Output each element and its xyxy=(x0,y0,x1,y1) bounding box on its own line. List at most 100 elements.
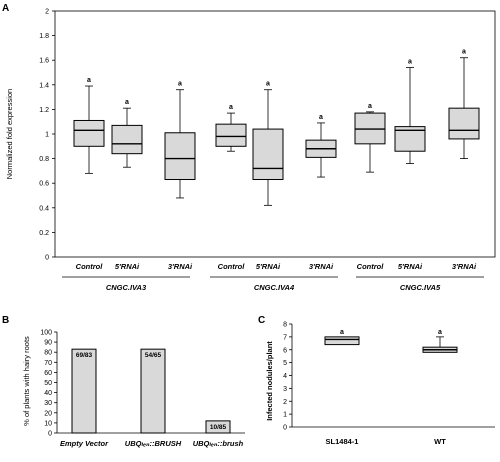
y-tick-label: 0.4 xyxy=(39,205,49,212)
significance-letter: a xyxy=(368,103,372,110)
y-tick-label: 90 xyxy=(44,340,52,347)
panel-a-boxes: a a a a a a a a a xyxy=(73,49,480,206)
y-tick-label: 80 xyxy=(44,350,52,357)
category-label: UBQₗₑₙ::BRUSH xyxy=(125,439,182,448)
y-tick-label: 3 xyxy=(283,386,287,393)
significance-letter: a xyxy=(408,59,412,66)
panel-b-categories: Empty Vector UBQₗₑₙ::BRUSH UBQₗₑₙ::brush xyxy=(60,439,244,448)
y-tick-label: 0.8 xyxy=(39,156,49,163)
significance-letter: a xyxy=(125,99,129,106)
category-label: Control xyxy=(76,262,104,271)
bar-annotation: 10/85 xyxy=(210,424,227,431)
y-tick-label: 0 xyxy=(283,425,287,432)
panel-b-bar-chart: B % of plants with hairy roots 0 10 20 30 40… xyxy=(2,315,245,448)
significance-letter: a xyxy=(340,329,344,336)
category-label: 3'RNAi xyxy=(168,262,193,271)
y-tick-label: 4 xyxy=(283,373,287,380)
category-label: 5'RNAi xyxy=(398,262,423,271)
box-6: a xyxy=(354,103,386,173)
box-0: a xyxy=(324,329,360,346)
y-tick-label: 1.6 xyxy=(39,58,49,65)
bar-annotation: 54/65 xyxy=(145,352,162,359)
y-tick-label: 0.2 xyxy=(39,230,49,237)
y-tick-label: 1.4 xyxy=(39,82,49,89)
box-iqr xyxy=(215,123,247,147)
panel-a-y-ticks: 0 0.2 0.4 0.6 0.8 1 1.2 1.4 1.6 1.8 2 xyxy=(39,9,55,262)
significance-letter: a xyxy=(319,114,323,121)
panel-b-y-ticks: 0 10 20 30 40 50 60 70 80 90 100 xyxy=(40,330,57,438)
y-tick-label: 0 xyxy=(48,431,52,438)
group-label: CNGC.IVA4 xyxy=(254,283,295,292)
category-label: Control xyxy=(218,262,246,271)
category-label: Empty Vector xyxy=(60,439,109,448)
significance-letter: a xyxy=(266,81,270,88)
y-tick-label: 70 xyxy=(44,360,52,367)
box-iqr xyxy=(73,119,105,147)
panel-c-y-axis-label: Infected nodules/plant xyxy=(265,341,274,421)
significance-letter: a xyxy=(87,77,91,84)
y-tick-label: 20 xyxy=(44,410,52,417)
bar-1 xyxy=(140,348,166,434)
panel-c-y-ticks: 0 1 2 3 4 5 6 7 8 xyxy=(283,322,292,432)
category-label: 5'RNAi xyxy=(115,262,140,271)
y-tick-label: 1.2 xyxy=(39,107,49,114)
category-label: SL1484-1 xyxy=(326,437,359,446)
significance-letter: a xyxy=(462,49,466,56)
panel-a-label: A xyxy=(2,3,9,14)
panel-a-categories: Control 5'RNAi 3'RNAi Control 5'RNAi 3'RNAi Co… xyxy=(76,262,477,271)
y-tick-label: 1 xyxy=(45,132,49,139)
box-iqr xyxy=(252,128,284,181)
y-tick-label: 7 xyxy=(283,334,287,341)
y-tick-label: 1.8 xyxy=(39,33,49,40)
box-7: a xyxy=(394,59,426,164)
box-1: a xyxy=(422,329,458,353)
panel-b-label: B xyxy=(2,315,9,326)
panel-c-label: C xyxy=(258,315,265,326)
y-tick-label: 10 xyxy=(44,420,52,427)
significance-letter: a xyxy=(438,329,442,336)
box-4: a xyxy=(252,81,284,206)
panel-a-box-plot: A Normalized fold expression 00.20.40.60… xyxy=(2,3,496,292)
category-label: 3'RNAi xyxy=(452,262,477,271)
category-label: WT xyxy=(434,437,446,446)
panel-a-groups: CNGC.IVA3 CNGC.IVA4 CNGC.IVA5 xyxy=(62,276,484,292)
bar-0 xyxy=(71,348,97,434)
box-5: a xyxy=(305,114,337,178)
group-label: CNGC.IVA5 xyxy=(400,283,441,292)
category-label: Control xyxy=(357,262,385,271)
panel-c-axes xyxy=(291,324,495,428)
box-1: a xyxy=(111,99,143,168)
y-tick-label: 100 xyxy=(40,330,52,337)
panel-b-bars: 69/83 54/65 10/85 xyxy=(71,348,231,434)
category-label: 5'RNAi xyxy=(256,262,281,271)
significance-letter: a xyxy=(229,104,233,111)
box-iqr xyxy=(164,132,196,181)
y-tick-label: 2 xyxy=(283,399,287,406)
box-3: a xyxy=(215,104,247,152)
box-iqr xyxy=(448,107,480,140)
box-0: a xyxy=(73,77,105,174)
y-tick-label: 6 xyxy=(283,347,287,354)
bar-2 xyxy=(205,420,231,434)
category-label: 3'RNAi xyxy=(309,262,334,271)
box-2: a xyxy=(164,81,196,199)
significance-letter: a xyxy=(178,81,182,88)
y-tick-label: 50 xyxy=(44,380,52,387)
bar-annotation: 69/83 xyxy=(76,352,93,359)
panel-b-y-axis-label: % of plants with hairy roots xyxy=(22,336,31,426)
y-tick-label: 60 xyxy=(44,370,52,377)
panel-c-categories: SL1484-1 WT xyxy=(326,437,447,446)
y-tick-label: 30 xyxy=(44,400,52,407)
box-iqr xyxy=(111,124,143,155)
y-tick-label: 2 xyxy=(45,9,49,16)
y-tick-label: 0 xyxy=(45,255,49,262)
y-tick-label: 0.6 xyxy=(39,181,49,188)
panel-a-y-axis-label: Normalized fold expression xyxy=(5,89,14,179)
y-tick-label: 5 xyxy=(283,360,287,367)
y-tick-label: 8 xyxy=(283,322,287,329)
category-label: UBQₗₑₙ::brush xyxy=(193,439,244,448)
box-iqr xyxy=(324,336,360,346)
